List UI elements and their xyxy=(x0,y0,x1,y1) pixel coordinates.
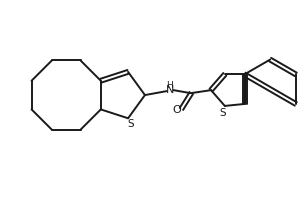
Text: N: N xyxy=(165,85,174,95)
Text: O: O xyxy=(172,105,181,115)
Text: H: H xyxy=(166,81,173,90)
Text: S: S xyxy=(128,119,134,129)
Text: S: S xyxy=(220,108,226,118)
